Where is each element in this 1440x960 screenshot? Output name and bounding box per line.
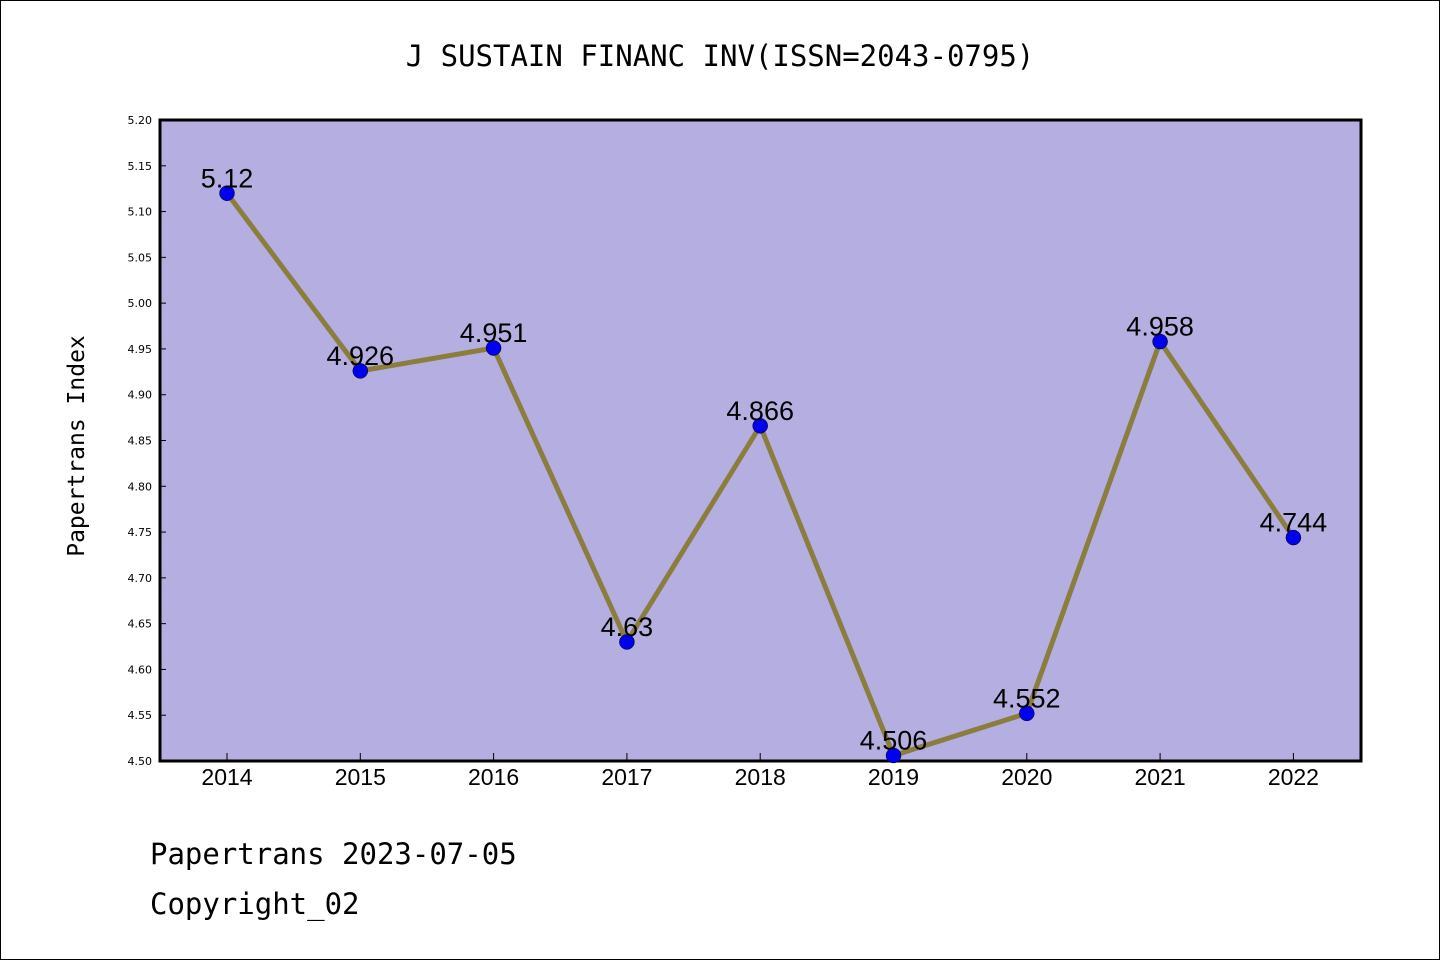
y-axis-label: Papertrans Index bbox=[64, 335, 90, 557]
x-tick-label: 2022 bbox=[1268, 764, 1319, 790]
data-label: 4.958 bbox=[1126, 312, 1194, 342]
data-label: 5.12 bbox=[201, 163, 254, 193]
y-tick-label: 4.65 bbox=[128, 618, 153, 631]
y-tick-label: 5.10 bbox=[128, 206, 153, 219]
data-label: 4.744 bbox=[1260, 508, 1328, 538]
data-point-marker bbox=[619, 634, 635, 650]
x-tick-label: 2015 bbox=[335, 764, 386, 790]
marker-group bbox=[219, 185, 1302, 764]
data-point-marker bbox=[219, 185, 235, 202]
plot-area bbox=[158, 118, 1363, 763]
x-tick-label: 2019 bbox=[868, 764, 919, 790]
x-tick-label: 2014 bbox=[201, 764, 252, 790]
data-label: 4.506 bbox=[860, 726, 928, 756]
data-point-marker bbox=[885, 747, 902, 764]
y-tick-label: 4.85 bbox=[128, 435, 153, 448]
data-label: 4.866 bbox=[726, 396, 794, 426]
chart-title: J SUSTAIN FINANC INV(ISSN=2043-0795) bbox=[406, 39, 1035, 73]
x-tick-label: 2017 bbox=[601, 764, 652, 790]
data-label: 4.552 bbox=[993, 683, 1061, 713]
data-point-marker bbox=[485, 340, 502, 356]
data-label: 4.926 bbox=[327, 341, 395, 371]
data-label: 4.63 bbox=[601, 612, 654, 642]
y-tick-label: 4.95 bbox=[128, 343, 153, 356]
y-tick-label: 4.90 bbox=[128, 389, 153, 402]
y-tick-label: 4.55 bbox=[128, 709, 153, 722]
x-tick-label: 2021 bbox=[1135, 764, 1186, 790]
x-tick-label: 2020 bbox=[1001, 764, 1052, 790]
footer-copyright: Copyright_02 bbox=[150, 887, 360, 922]
y-tick-label: 5.20 bbox=[128, 114, 153, 127]
y-tick-label: 4.80 bbox=[128, 480, 153, 493]
y-tick-label: 5.00 bbox=[128, 297, 153, 310]
data-point-marker bbox=[352, 363, 369, 379]
x-tick-label: 2018 bbox=[735, 764, 786, 790]
data-point-marker bbox=[1285, 529, 1302, 546]
y-tick-label: 4.70 bbox=[128, 572, 153, 585]
data-point-marker bbox=[1019, 705, 1035, 722]
x-tick-label: 2016 bbox=[468, 764, 519, 790]
data-point-marker bbox=[1152, 333, 1168, 350]
y-tick-label: 5.15 bbox=[128, 160, 153, 173]
footer-date: Papertrans 2023-07-05 bbox=[150, 837, 517, 871]
y-tick-label: 4.75 bbox=[128, 526, 153, 539]
y-axis: 4.50 4.55 4.60 4.65 4.70 4.75 4.80 4.85 4.90 4.95… bbox=[128, 114, 166, 768]
data-label-group: 5.12 4.926 4.951 4.63 4.866 4.506 4.552 4.958 4.… bbox=[201, 163, 1327, 755]
data-point-marker bbox=[752, 418, 768, 434]
x-axis: 2014 2015 2016 2017 2018 2019 2020 2021 2022 bbox=[201, 753, 1319, 790]
y-tick-label: 4.60 bbox=[128, 663, 153, 676]
data-label: 4.951 bbox=[460, 318, 528, 348]
y-tick-label: 5.05 bbox=[128, 251, 153, 264]
y-tick-label: 4.50 bbox=[128, 755, 153, 768]
